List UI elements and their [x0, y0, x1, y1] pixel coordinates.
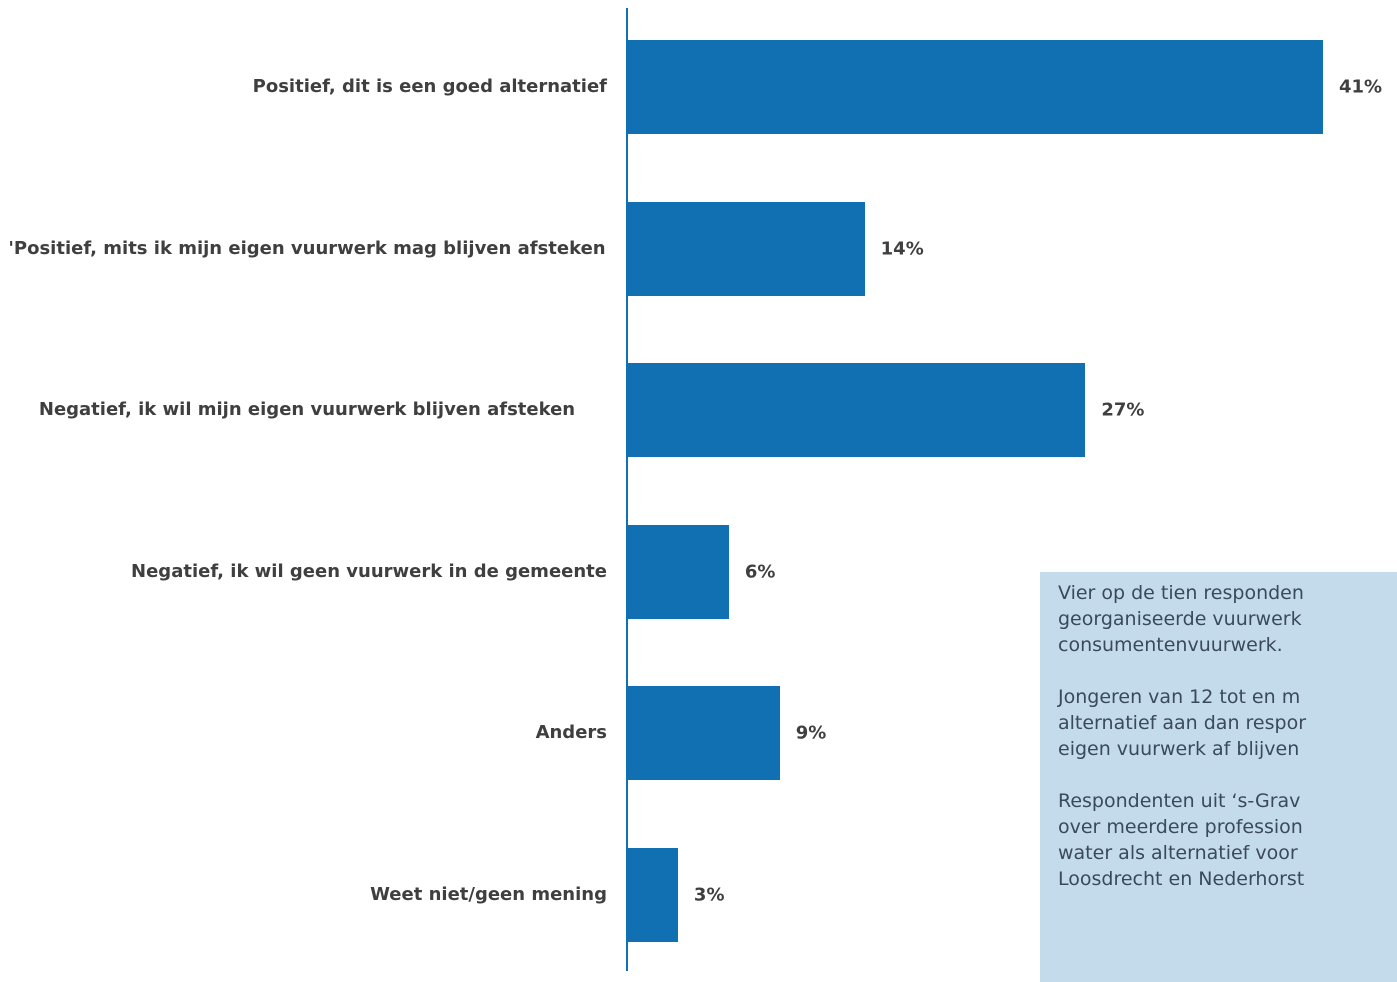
- category-axis-line: [626, 8, 628, 971]
- bar: [627, 363, 1086, 457]
- category-label: Weet niet/geen mening: [370, 883, 607, 905]
- data-label: 27%: [1101, 399, 1145, 421]
- category-label: Negatief, ik wil mijn eigen vuurwerk bli…: [38, 399, 576, 420]
- data-label: 9%: [795, 722, 827, 744]
- bar: [627, 40, 1323, 134]
- summary-callout: Vier op de tien responden georganiseerde…: [1040, 572, 1397, 982]
- data-label: 3%: [693, 884, 725, 905]
- bar: [627, 201, 865, 296]
- category-label: Positief, dit is een goed alternatief: [252, 76, 607, 97]
- category-label: Anders: [535, 722, 607, 743]
- bar: [627, 524, 729, 619]
- data-label: 6%: [744, 561, 776, 582]
- data-label: 14%: [880, 238, 924, 259]
- category-label: Negatief, ik wil geen vuurwerk in de gem…: [131, 560, 607, 582]
- category-label: 'Positief, mits ik mijn eigen vuurwerk m…: [8, 237, 606, 259]
- bar: [627, 847, 678, 942]
- data-label: 41%: [1339, 76, 1383, 98]
- bar: [627, 686, 780, 780]
